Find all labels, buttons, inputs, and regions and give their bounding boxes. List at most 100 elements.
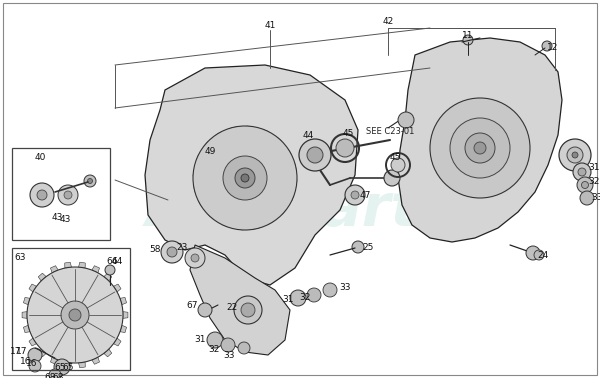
Circle shape [398,112,414,128]
Circle shape [238,342,250,354]
Text: 68: 68 [44,372,56,378]
Polygon shape [199,187,227,207]
Polygon shape [120,297,127,305]
Text: 31: 31 [588,164,600,172]
Polygon shape [120,325,127,333]
Text: 63: 63 [14,254,26,262]
Text: 45: 45 [389,153,401,163]
Polygon shape [216,132,236,160]
Polygon shape [29,338,37,346]
Text: 65: 65 [54,363,66,372]
Polygon shape [38,273,46,281]
Polygon shape [23,325,30,333]
Text: 40: 40 [34,153,46,163]
Circle shape [323,283,337,297]
Polygon shape [79,262,85,268]
Polygon shape [398,38,562,242]
Circle shape [430,98,530,198]
Text: 31: 31 [282,296,294,305]
Text: 25: 25 [362,243,374,253]
Polygon shape [237,200,245,230]
Polygon shape [245,126,253,156]
Circle shape [27,267,123,363]
Text: Agriparts: Agriparts [146,181,454,239]
Circle shape [241,303,255,317]
Circle shape [207,332,223,348]
Polygon shape [193,170,223,178]
Polygon shape [79,362,85,368]
Text: 65: 65 [62,364,74,372]
Text: 11: 11 [462,31,474,39]
Circle shape [290,290,306,306]
Circle shape [345,185,365,205]
Text: 41: 41 [265,20,275,29]
Circle shape [69,309,81,321]
Polygon shape [113,284,121,292]
Circle shape [465,133,495,163]
Text: 32: 32 [208,344,220,353]
Polygon shape [22,311,27,318]
Text: SEE C23-01: SEE C23-01 [366,127,414,136]
Text: 67: 67 [186,301,198,310]
Polygon shape [65,262,71,268]
Circle shape [221,338,235,352]
Text: 17: 17 [10,347,22,356]
Circle shape [577,177,593,193]
Polygon shape [50,266,58,273]
Circle shape [580,191,594,205]
Polygon shape [204,141,230,165]
Polygon shape [113,338,121,346]
Text: 31: 31 [194,336,206,344]
Text: 32: 32 [299,293,311,302]
Circle shape [185,248,205,268]
Text: 47: 47 [359,191,371,200]
Circle shape [573,163,591,181]
Text: 17: 17 [16,347,28,356]
Polygon shape [92,357,100,364]
Polygon shape [50,357,58,364]
Circle shape [30,183,54,207]
Polygon shape [252,129,268,159]
Text: 64: 64 [112,257,122,265]
Polygon shape [263,149,291,169]
Polygon shape [29,284,37,292]
Circle shape [161,241,183,263]
Circle shape [526,246,540,260]
Circle shape [450,118,510,178]
Polygon shape [190,245,290,355]
Circle shape [198,303,212,317]
Circle shape [29,360,41,372]
Polygon shape [194,181,224,192]
Text: 44: 44 [302,130,314,139]
Circle shape [572,152,578,158]
Polygon shape [123,311,128,318]
Circle shape [235,168,255,188]
Polygon shape [145,65,358,285]
Polygon shape [104,273,112,281]
Polygon shape [196,155,226,171]
Text: 23: 23 [176,243,188,253]
Circle shape [105,265,115,275]
Text: 33: 33 [591,192,600,201]
Text: 58: 58 [149,245,161,254]
Circle shape [542,41,552,51]
Text: 12: 12 [547,43,559,53]
Circle shape [37,190,47,200]
Circle shape [474,142,486,154]
Bar [12,148,110,240]
Text: 64: 64 [106,257,118,265]
Text: 33: 33 [339,284,351,293]
Circle shape [307,288,321,302]
Circle shape [88,178,92,183]
Polygon shape [266,178,297,186]
Polygon shape [23,297,30,305]
Polygon shape [208,193,232,219]
Polygon shape [104,349,112,357]
Polygon shape [260,191,286,215]
Text: 42: 42 [382,17,394,26]
Circle shape [61,301,89,329]
Circle shape [578,168,586,176]
Circle shape [241,174,249,182]
Text: 32: 32 [589,178,599,186]
Text: 43: 43 [59,215,71,225]
